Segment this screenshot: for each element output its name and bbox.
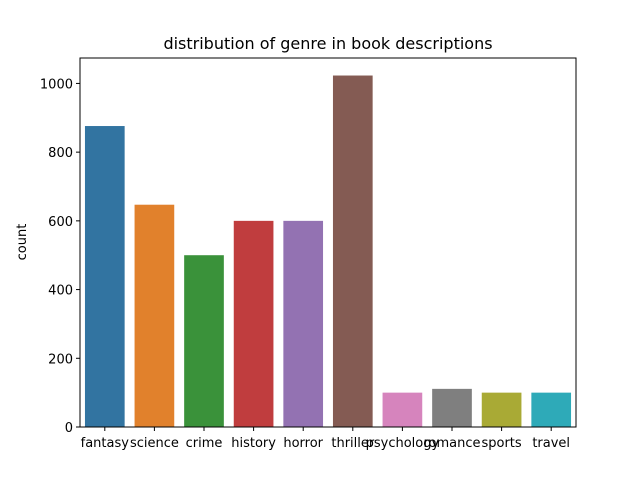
- bar-history: [233, 220, 274, 427]
- y-tick-label-800: 800: [48, 146, 73, 161]
- x-tick-label-sports: sports: [481, 436, 521, 451]
- bar-romance: [432, 388, 472, 427]
- x-tick-label-thriller: thriller: [331, 436, 375, 451]
- y-tick-label-1000: 1000: [40, 77, 73, 92]
- x-tick-label-psychology: psychology: [366, 436, 440, 451]
- chart-title: distribution of genre in book descriptio…: [163, 34, 492, 53]
- x-axis-ticks: fantasy science crime history horror thriller…: [81, 427, 570, 451]
- bar-horror: [283, 220, 324, 427]
- y-tick-label-0: 0: [65, 421, 73, 436]
- x-tick-label-fantasy: fantasy: [81, 436, 130, 451]
- x-tick-label-romance: romance: [423, 436, 480, 451]
- y-tick-label-400: 400: [48, 284, 73, 299]
- bar-crime: [184, 255, 224, 427]
- bar-science: [134, 204, 175, 427]
- axes-frame: [79, 57, 577, 428]
- x-tick-label-science: science: [130, 436, 179, 451]
- bar-travel: [531, 392, 572, 427]
- x-tick-label-travel: travel: [532, 436, 570, 451]
- bars-group: [84, 75, 572, 428]
- bar-psychology: [382, 392, 423, 427]
- y-tick-label-200: 200: [48, 352, 73, 367]
- x-tick-label-history: history: [231, 436, 276, 451]
- y-axis-label: count: [15, 224, 30, 261]
- x-tick-label-horror: horror: [283, 436, 323, 451]
- y-axis-ticks: 0 200 400 600 800 1000: [40, 77, 80, 436]
- y-tick-label-600: 600: [48, 215, 73, 230]
- bar-fantasy: [84, 126, 125, 427]
- bar-thriller: [332, 75, 373, 428]
- bar-sports: [481, 392, 522, 427]
- x-tick-label-crime: crime: [186, 436, 223, 451]
